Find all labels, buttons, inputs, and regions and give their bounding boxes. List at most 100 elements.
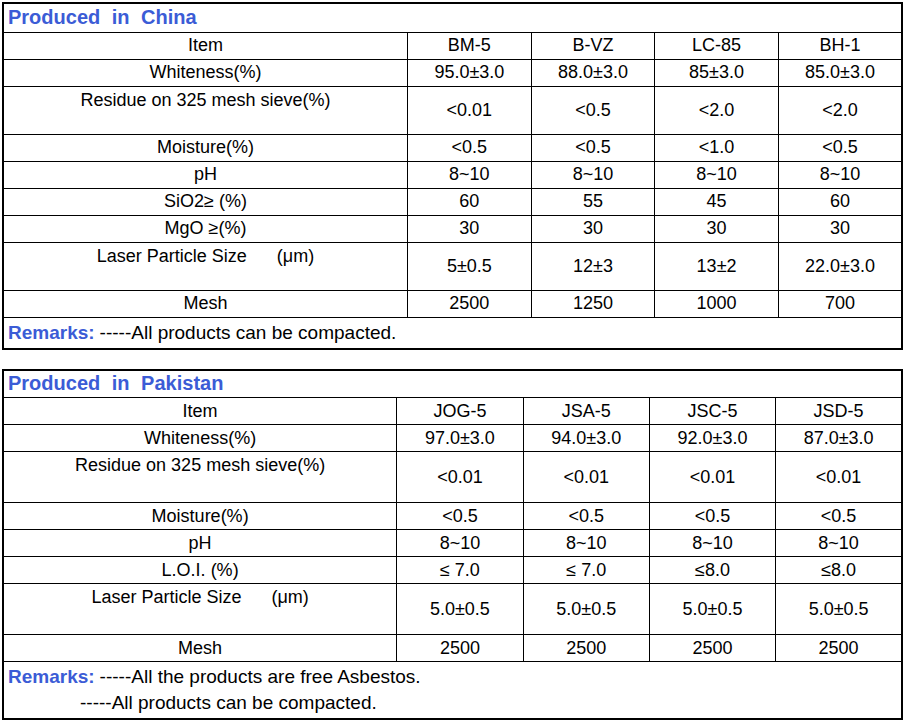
row-label: Moisture(%): [3, 134, 408, 161]
row-label: pH: [3, 530, 397, 557]
spec-value: 700: [778, 290, 902, 317]
spec-value: 5.0±0.5: [776, 584, 902, 635]
spec-value: 30: [408, 215, 532, 242]
spec-value: <1.0: [655, 134, 779, 161]
remarks-cell: Remarks:-----All the products are free A…: [3, 662, 902, 720]
spec-value: 8~10: [531, 161, 655, 188]
spec-value: 2500: [408, 290, 532, 317]
row-label: Mesh: [3, 290, 408, 317]
column-header-grade: JSC-5: [649, 398, 775, 425]
spec-value: 30: [778, 215, 902, 242]
row-label: Whiteness(%): [3, 59, 408, 86]
row-label: Mesh: [3, 635, 397, 662]
spec-value: <0.5: [778, 134, 902, 161]
spec-value: 5.0±0.5: [397, 584, 523, 635]
remarks-text: -----All the products are free Asbestos.: [100, 666, 421, 687]
column-header-grade: JOG-5: [397, 398, 523, 425]
spec-value: <0.01: [649, 452, 775, 503]
header-row: ItemBM-5B-VZLC-85BH-1: [3, 32, 902, 59]
spec-value: 1250: [531, 290, 655, 317]
column-header-item: Item: [3, 398, 397, 425]
row-label: L.O.I. (%): [3, 557, 397, 584]
spec-value: 8~10: [408, 161, 532, 188]
spec-row: Moisture(%)<0.5<0.5<0.5<0.5: [3, 503, 902, 530]
spec-value: 8~10: [649, 530, 775, 557]
remarks-line: -----All products can be compacted.: [8, 690, 897, 716]
spec-row: Residue on 325 mesh sieve(%)<0.01<0.01<0…: [3, 452, 902, 503]
spec-row: Moisture(%)<0.5<0.5<1.0<0.5: [3, 134, 902, 161]
spec-value: 85±3.0: [655, 59, 779, 86]
row-label: Laser Particle Size (μm): [3, 584, 397, 635]
spec-row: Whiteness(%)97.0±3.094.0±3.092.0±3.087.0…: [3, 425, 902, 452]
spec-row: Laser Particle Size (μm)5.0±0.55.0±0.55.…: [3, 584, 902, 635]
spec-row: Mesh2500250025002500: [3, 635, 902, 662]
row-label: pH: [3, 161, 408, 188]
row-label: MgO ≥(%): [3, 215, 408, 242]
spec-table: Produced in Pakistan ItemJOG-5JSA-5JSC-5…: [2, 369, 903, 721]
spec-value: 95.0±3.0: [408, 59, 532, 86]
tables-container: Produced in China ItemBM-5B-VZLC-85BH-1 …: [2, 2, 903, 720]
table-title-row: Produced in China: [3, 3, 902, 32]
remarks-line: Remarks:-----All the products are free A…: [8, 664, 897, 690]
spec-row: MgO ≥(%)30303030: [3, 215, 902, 242]
spec-value: 5.0±0.5: [523, 584, 649, 635]
spec-value: 5.0±0.5: [649, 584, 775, 635]
spec-value: 60: [778, 188, 902, 215]
spec-value: 87.0±3.0: [776, 425, 902, 452]
spec-row: pH8~108~108~108~10: [3, 161, 902, 188]
product-spec-table: Produced in Pakistan ItemJOG-5JSA-5JSC-5…: [2, 369, 903, 721]
column-header-grade: JSD-5: [776, 398, 902, 425]
spec-value: 2500: [649, 635, 775, 662]
spec-value: 13±2: [655, 242, 779, 290]
product-spec-page: Produced in China ItemBM-5B-VZLC-85BH-1 …: [0, 0, 906, 723]
spec-row: pH8~108~108~108~10: [3, 530, 902, 557]
spec-value: 22.0±3.0: [778, 242, 902, 290]
spec-table: Produced in China ItemBM-5B-VZLC-85BH-1 …: [2, 2, 903, 350]
spec-value: <0.01: [408, 86, 532, 134]
spec-value: <0.01: [776, 452, 902, 503]
spec-row: Residue on 325 mesh sieve(%)<0.01<0.5<2.…: [3, 86, 902, 134]
spec-value: <0.01: [523, 452, 649, 503]
spec-row: L.O.I. (%)≤ 7.0≤ 7.0≤8.0≤8.0: [3, 557, 902, 584]
spec-row: Mesh250012501000700: [3, 290, 902, 317]
row-label: Moisture(%): [3, 503, 397, 530]
spec-value: 45: [655, 188, 779, 215]
spec-value: 30: [531, 215, 655, 242]
spec-value: <0.5: [397, 503, 523, 530]
spec-value: <0.5: [531, 134, 655, 161]
spec-value: 2500: [397, 635, 523, 662]
spec-value: ≤ 7.0: [397, 557, 523, 584]
product-spec-table: Produced in China ItemBM-5B-VZLC-85BH-1 …: [2, 2, 903, 350]
remarks-row: Remarks:-----All products can be compact…: [3, 317, 902, 349]
column-header-grade: BH-1: [778, 32, 902, 59]
remarks-line: Remarks:-----All products can be compact…: [8, 320, 897, 346]
spec-value: <0.01: [397, 452, 523, 503]
spec-value: 8~10: [655, 161, 779, 188]
spec-value: 8~10: [523, 530, 649, 557]
column-header-grade: B-VZ: [531, 32, 655, 59]
spec-value: <0.5: [776, 503, 902, 530]
spec-value: <0.5: [408, 134, 532, 161]
row-label: Residue on 325 mesh sieve(%): [3, 452, 397, 503]
spec-value: <0.5: [523, 503, 649, 530]
column-header-grade: LC-85: [655, 32, 779, 59]
spec-value: 30: [655, 215, 779, 242]
column-header-item: Item: [3, 32, 408, 59]
spec-value: 8~10: [397, 530, 523, 557]
spec-value: <2.0: [655, 86, 779, 134]
spec-value: <2.0: [778, 86, 902, 134]
spec-value: 2500: [523, 635, 649, 662]
spec-value: 94.0±3.0: [523, 425, 649, 452]
row-label: Laser Particle Size (μm): [3, 242, 408, 290]
table-title: Produced in China: [3, 3, 902, 32]
row-label: Whiteness(%): [3, 425, 397, 452]
column-header-grade: JSA-5: [523, 398, 649, 425]
row-label: SiO2≥ (%): [3, 188, 408, 215]
spec-row: Laser Particle Size (μm)5±0.512±313±222.…: [3, 242, 902, 290]
table-title: Produced in Pakistan: [3, 370, 902, 398]
remarks-text: -----All products can be compacted.: [100, 322, 397, 343]
row-label: Residue on 325 mesh sieve(%): [3, 86, 408, 134]
remarks-row: Remarks:-----All the products are free A…: [3, 662, 902, 720]
spec-value: ≤ 7.0: [523, 557, 649, 584]
spec-value: ≤8.0: [776, 557, 902, 584]
